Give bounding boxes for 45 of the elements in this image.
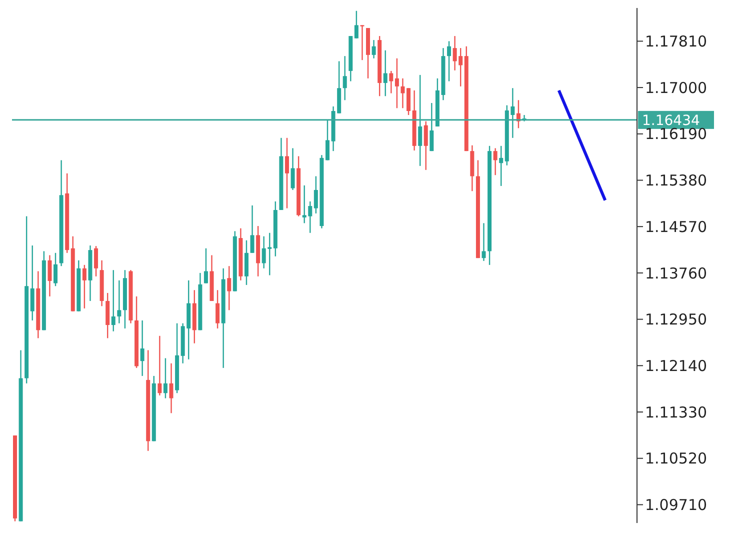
- candlestick: [383, 50, 388, 97]
- y-tick-label: 1.10520: [645, 450, 708, 468]
- y-tick-label: 1.12950: [645, 310, 708, 329]
- candlestick: [158, 335, 162, 396]
- candlestick: [163, 358, 168, 399]
- candlestick: [290, 148, 295, 191]
- candlestick: [406, 88, 411, 116]
- candlestick: [250, 204, 254, 254]
- candlestick: [372, 39, 376, 59]
- candlestick: [244, 240, 248, 286]
- candlestick: [394, 58, 399, 109]
- candlestick: [447, 40, 452, 82]
- candlestick: [424, 120, 428, 171]
- candlestick: [48, 254, 52, 297]
- candlestick: [400, 78, 405, 109]
- candlestick: [326, 120, 330, 161]
- candlestick: [360, 24, 364, 61]
- y-tick-label: 1.12140: [645, 356, 708, 375]
- candlestick: [94, 245, 98, 277]
- y-tick-label: 1.13760: [645, 264, 708, 282]
- candlestick: [54, 252, 58, 287]
- candlestick: [354, 10, 358, 39]
- candlestick: [216, 290, 220, 330]
- candlestick: [430, 102, 434, 152]
- candlestick: [499, 145, 504, 187]
- candlestick: [111, 269, 116, 332]
- y-tick-label: 1.17000: [645, 78, 708, 97]
- candlestick: [204, 248, 208, 284]
- candlestick: [284, 137, 289, 209]
- candlestick: [493, 148, 498, 176]
- candlestick: [117, 280, 122, 324]
- y-tick-label: 1.15380: [645, 172, 708, 190]
- y-tick-label: 1.17810: [645, 32, 708, 51]
- candlestick: [389, 70, 394, 94]
- candlestick: [30, 244, 34, 322]
- y-tick-label: 1.11330: [645, 403, 708, 422]
- candlestick: [482, 222, 486, 262]
- candlestick: [169, 362, 174, 414]
- candlestick: [418, 74, 422, 167]
- y-tick-label: 1.14570: [645, 218, 708, 236]
- candlestick: [227, 265, 232, 311]
- candlestick: [82, 264, 86, 310]
- candlestick: [140, 320, 144, 377]
- candlestick: [342, 55, 347, 101]
- y-tick-label: 1.09710: [645, 496, 708, 514]
